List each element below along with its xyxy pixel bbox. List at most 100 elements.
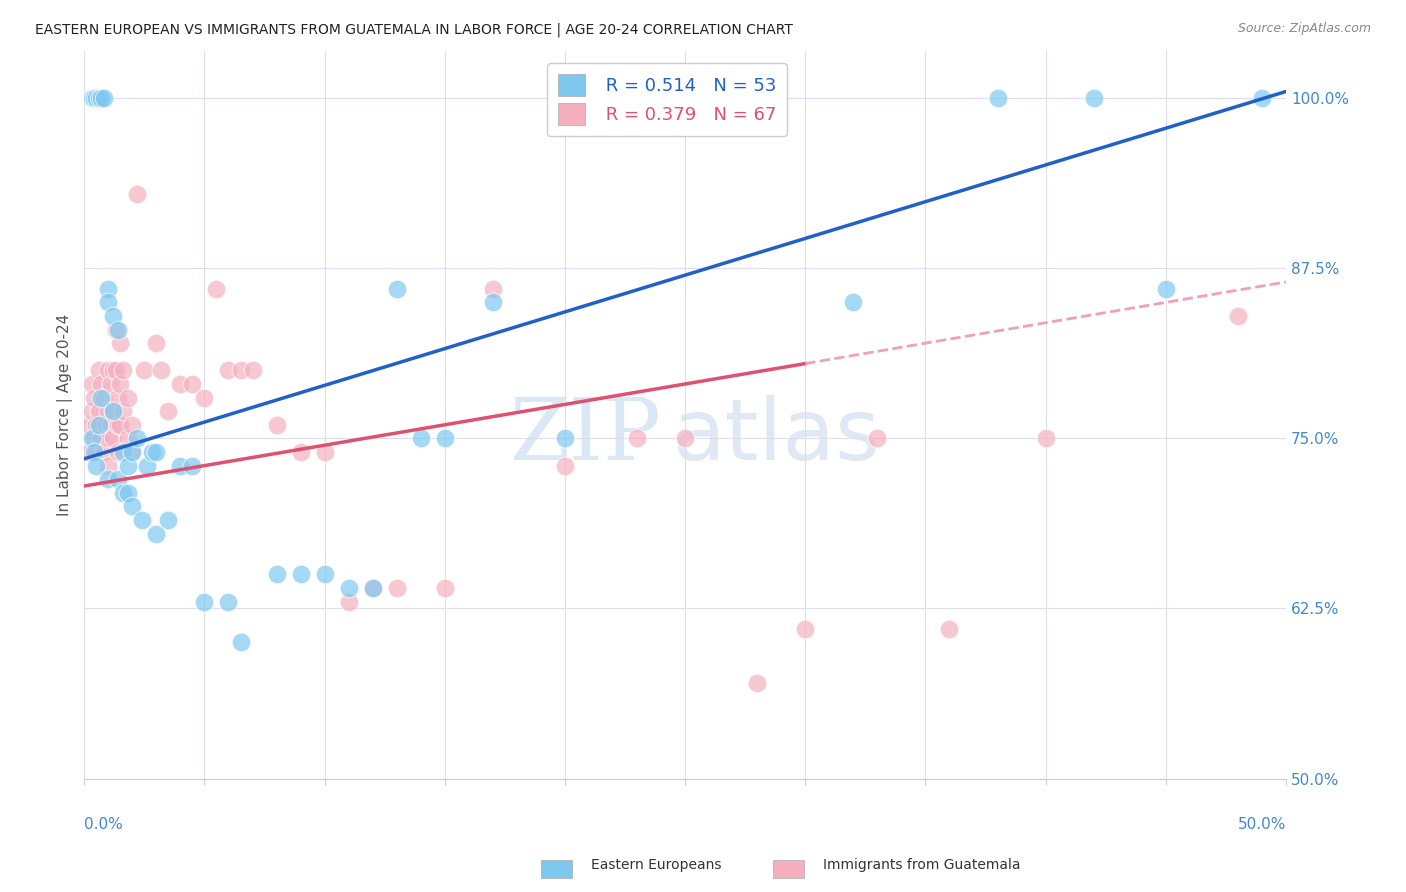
Point <box>554 431 576 445</box>
Point <box>218 363 240 377</box>
Point <box>100 376 122 391</box>
Point <box>101 363 124 377</box>
Point <box>110 376 132 391</box>
Point <box>1251 91 1274 105</box>
Point <box>80 404 103 418</box>
Point <box>97 472 120 486</box>
Point <box>1035 431 1057 445</box>
Point <box>93 445 115 459</box>
Point <box>107 445 129 459</box>
Point <box>337 581 360 595</box>
Point <box>80 376 103 391</box>
Point <box>229 363 252 377</box>
Point <box>157 513 180 527</box>
Text: Source: ZipAtlas.com: Source: ZipAtlas.com <box>1237 22 1371 36</box>
Point <box>229 635 252 649</box>
Point <box>94 417 117 432</box>
Point <box>361 581 384 595</box>
Point <box>101 404 124 418</box>
Point <box>87 404 110 418</box>
Point <box>117 485 139 500</box>
Text: Immigrants from Guatemala: Immigrants from Guatemala <box>823 858 1019 872</box>
Point <box>111 445 134 459</box>
Point <box>87 417 110 432</box>
Point <box>205 282 228 296</box>
Point <box>87 363 110 377</box>
Point <box>1083 91 1105 105</box>
Point <box>134 363 156 377</box>
Point <box>626 431 648 445</box>
Point <box>193 391 215 405</box>
Point <box>145 526 167 541</box>
Text: atlas: atlas <box>673 395 882 478</box>
Point <box>181 376 204 391</box>
Point <box>110 336 132 351</box>
Point <box>97 363 120 377</box>
Point <box>673 431 696 445</box>
Point <box>97 431 120 445</box>
Point <box>97 458 120 473</box>
Point <box>93 391 115 405</box>
Point <box>266 417 288 432</box>
Point <box>101 309 124 323</box>
Text: EASTERN EUROPEAN VS IMMIGRANTS FROM GUATEMALA IN LABOR FORCE | AGE 20-24 CORRELA: EASTERN EUROPEAN VS IMMIGRANTS FROM GUAT… <box>35 22 793 37</box>
Point <box>110 417 132 432</box>
Point <box>83 91 105 105</box>
Point <box>90 376 112 391</box>
Legend:  R = 0.514   N = 53,  R = 0.379   N = 67: R = 0.514 N = 53, R = 0.379 N = 67 <box>547 63 787 136</box>
Point <box>987 91 1010 105</box>
Point <box>80 91 103 105</box>
Point <box>107 322 129 336</box>
Point <box>97 282 120 296</box>
Point <box>938 622 960 636</box>
Point <box>121 445 143 459</box>
Point <box>97 295 120 310</box>
Point <box>90 91 112 105</box>
Point <box>101 404 124 418</box>
Point <box>482 295 505 310</box>
Point <box>673 91 696 105</box>
Point <box>80 431 103 445</box>
Point <box>181 458 204 473</box>
Point <box>90 431 112 445</box>
Point <box>145 445 167 459</box>
Point <box>385 282 408 296</box>
Point <box>84 458 107 473</box>
Point <box>97 404 120 418</box>
Point <box>104 363 127 377</box>
Point <box>117 391 139 405</box>
Point <box>747 676 769 690</box>
Point <box>111 404 134 418</box>
Point <box>121 417 143 432</box>
Point <box>83 391 105 405</box>
Point <box>127 186 149 201</box>
Point <box>150 363 173 377</box>
Point <box>90 391 112 405</box>
Point <box>1226 309 1249 323</box>
Point <box>433 581 456 595</box>
Point <box>117 458 139 473</box>
Point <box>83 445 105 459</box>
Point <box>314 445 336 459</box>
Point <box>337 595 360 609</box>
Text: ZIP: ZIP <box>509 395 661 478</box>
Point <box>107 472 129 486</box>
Point <box>145 336 167 351</box>
Point <box>193 595 215 609</box>
Point <box>111 363 134 377</box>
Point <box>482 282 505 296</box>
Point <box>554 458 576 473</box>
Point <box>866 431 889 445</box>
Point <box>290 445 312 459</box>
Text: 0.0%: 0.0% <box>84 817 124 832</box>
Point <box>409 431 432 445</box>
Point <box>87 91 110 105</box>
Text: Eastern Europeans: Eastern Europeans <box>591 858 721 872</box>
Point <box>242 363 264 377</box>
Point <box>135 458 157 473</box>
Point <box>101 431 124 445</box>
Point <box>385 581 408 595</box>
Y-axis label: In Labor Force | Age 20-24: In Labor Force | Age 20-24 <box>58 313 73 516</box>
Point <box>84 445 107 459</box>
Point <box>141 445 163 459</box>
